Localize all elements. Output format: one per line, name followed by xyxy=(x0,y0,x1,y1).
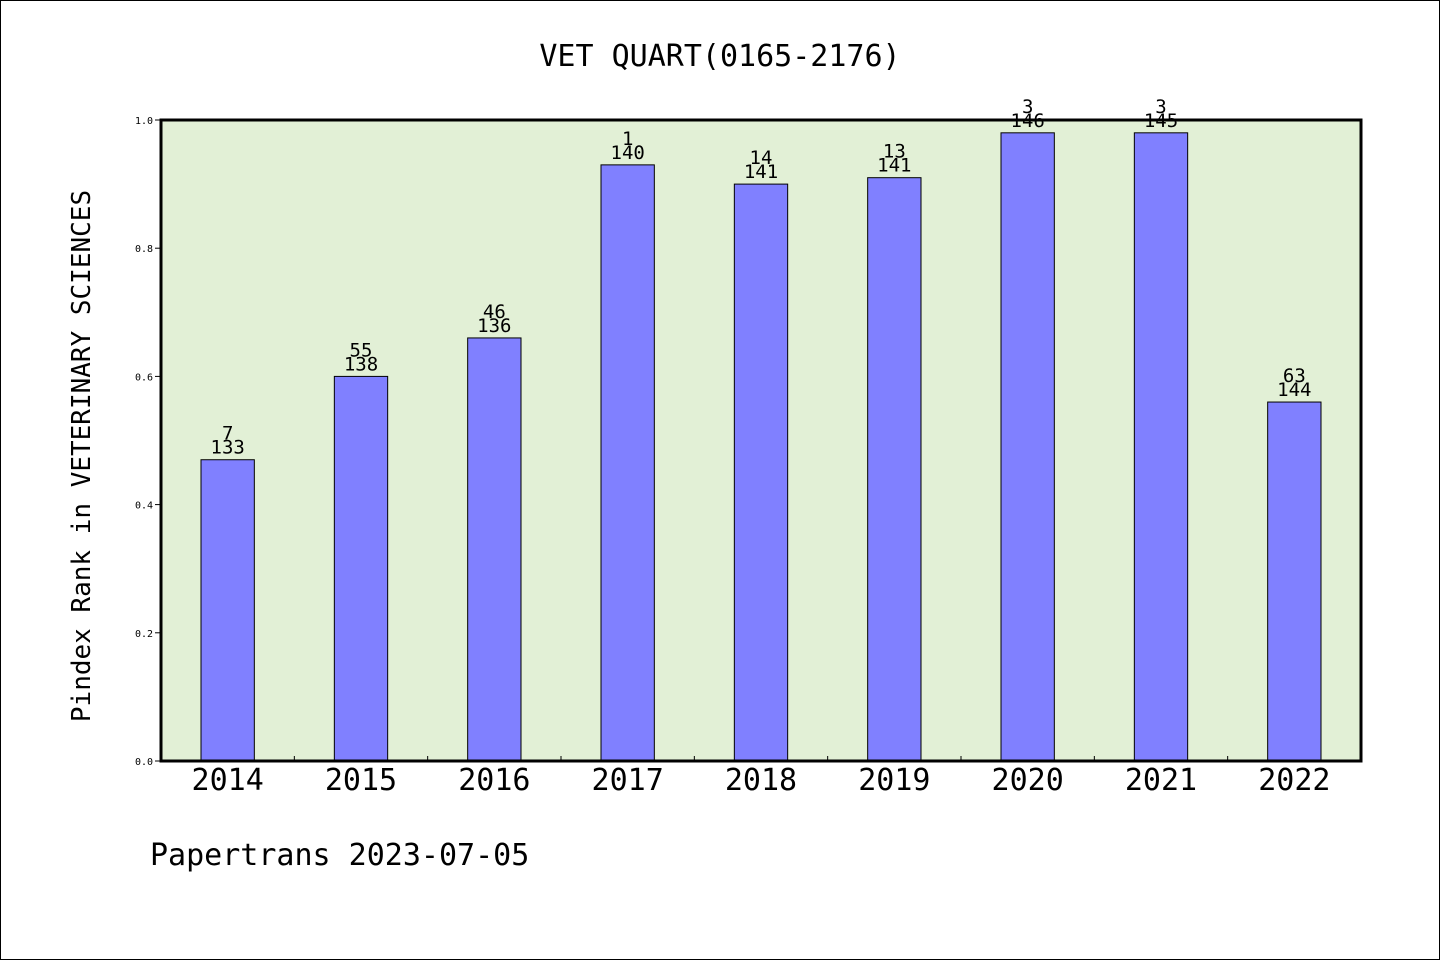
bar-2019 xyxy=(867,177,922,762)
bar-2015 xyxy=(333,375,389,762)
bar-total-label: 141 xyxy=(877,155,911,177)
bar-total-label: 138 xyxy=(344,353,378,375)
x-tick-label: 2020 xyxy=(992,763,1064,798)
bar-2014 xyxy=(200,459,255,762)
y-tick-label: 1.0 xyxy=(135,116,153,127)
bar-total-label: 140 xyxy=(611,142,645,164)
bar-total-label: 141 xyxy=(744,161,778,183)
chart-title: VET QUART(0165-2176) xyxy=(539,39,900,74)
x-tick-label: 2018 xyxy=(725,763,797,798)
plot-border xyxy=(159,118,1363,763)
y-tick-label: 0.2 xyxy=(135,629,153,640)
y-axis-label: Pindex Rank in VETERINARY SCIENCES xyxy=(67,190,97,722)
x-tick-label: 2015 xyxy=(325,763,397,798)
x-tick-label: 2017 xyxy=(592,763,664,798)
bar-rank-label: 46 xyxy=(483,301,506,323)
bar-total-label: 144 xyxy=(1277,379,1311,401)
bar-2018 xyxy=(733,183,789,762)
bar-rank-label: 3 xyxy=(1022,96,1033,118)
x-tick-label: 2014 xyxy=(192,763,264,798)
x-tick-label: 2021 xyxy=(1125,763,1197,798)
y-ticks-group: 0.0 0.2 0.4 0.6 0.8 1.0 xyxy=(135,116,161,768)
y-tick-label: 0.0 xyxy=(135,757,153,768)
x-ticks-group: 2014 2015 2016 2017 2018 2019 2020 2021 2022 xyxy=(192,756,1330,798)
x-tick-label: 2019 xyxy=(858,763,930,798)
x-tick-label: 2016 xyxy=(458,763,530,798)
bar-rank-label: 55 xyxy=(350,339,373,361)
bar-rank-label: 3 xyxy=(1155,96,1166,118)
bar-2017 xyxy=(600,164,655,762)
bar-rank-label: 63 xyxy=(1283,365,1306,387)
bar-rank-label: 13 xyxy=(883,141,906,163)
bar-total-label: 133 xyxy=(211,437,245,459)
bar-2022 xyxy=(1267,401,1322,762)
x-tick-label: 2022 xyxy=(1258,763,1330,798)
bar-rank-label: 7 xyxy=(222,423,233,445)
bar-rank-label: 1 xyxy=(622,128,633,150)
y-tick-label: 0.6 xyxy=(135,372,153,383)
bar-rank-label: 14 xyxy=(750,147,773,169)
bar-2016 xyxy=(467,337,522,762)
footer-text: Papertrans 2023-07-05 xyxy=(150,838,529,873)
bar-2020 xyxy=(1000,132,1055,762)
bar-total-label: 136 xyxy=(477,315,511,337)
y-tick-label: 0.4 xyxy=(135,501,153,512)
bar-2021 xyxy=(1133,132,1189,762)
y-tick-label: 0.8 xyxy=(135,244,153,255)
